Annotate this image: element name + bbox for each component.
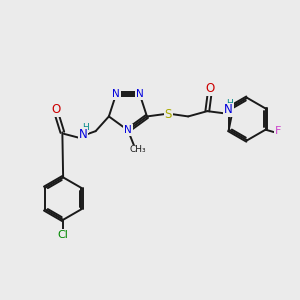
Text: N: N: [79, 128, 87, 141]
Text: O: O: [205, 82, 214, 95]
Text: N: N: [112, 89, 120, 99]
Text: N: N: [136, 89, 144, 99]
Text: H: H: [82, 123, 88, 132]
Text: CH₃: CH₃: [130, 146, 146, 154]
Text: N: N: [224, 103, 233, 116]
Text: O: O: [51, 103, 60, 116]
Text: S: S: [164, 108, 172, 121]
Text: F: F: [275, 126, 281, 136]
Text: Cl: Cl: [58, 230, 69, 240]
Text: H: H: [226, 99, 233, 108]
Text: N: N: [124, 125, 132, 135]
